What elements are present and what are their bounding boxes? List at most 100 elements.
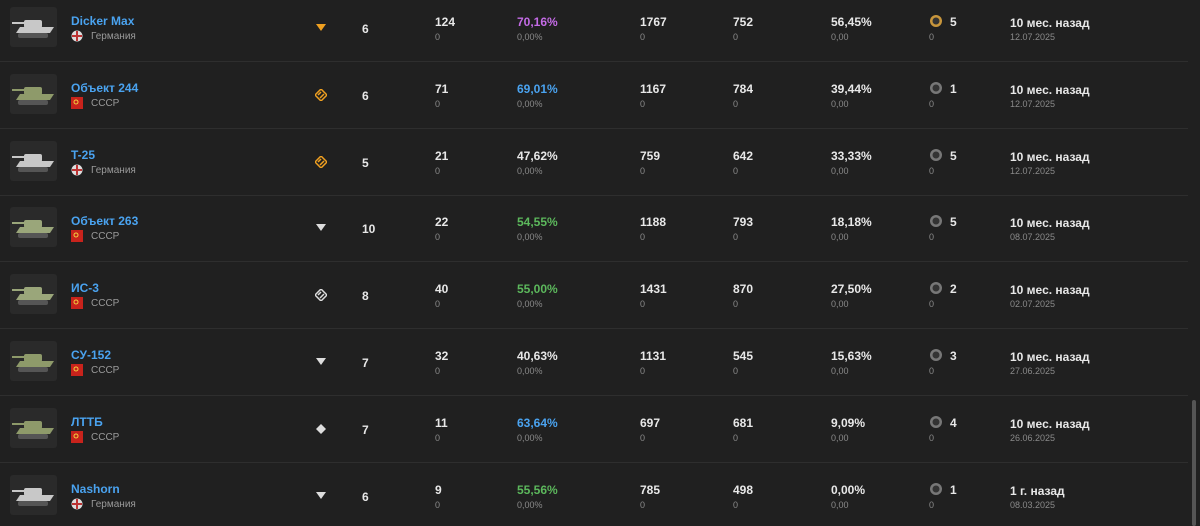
- experience: 784: [733, 81, 754, 96]
- winrate: 70,16%: [517, 15, 558, 29]
- damage-delta: 0: [640, 432, 646, 443]
- tier: 6: [362, 88, 369, 103]
- table-row: T-25 Германия 5 21 0 47,62% 0,00% 759 0 642 0 33,33…: [0, 129, 1188, 196]
- winrate-delta: 0,00%: [517, 432, 543, 443]
- class-icon: [316, 24, 326, 31]
- winrate: 63,64%: [517, 415, 558, 430]
- tank-name[interactable]: Nashorn: [71, 481, 120, 496]
- winrate-delta: 0,00%: [517, 232, 543, 243]
- mastery-badge: [930, 148, 942, 161]
- tank-silhouette: [12, 153, 54, 172]
- tank-image: [10, 207, 57, 248]
- survival: 15,63%: [831, 349, 872, 363]
- last-battle: 1 г. назад: [1010, 483, 1065, 498]
- last-battle-date: 12.07.2025: [1010, 32, 1056, 42]
- survival: 18,18%: [831, 215, 872, 230]
- mastery-badge: [930, 81, 942, 94]
- scrollbar[interactable]: [1192, 400, 1196, 526]
- survival: 9,09%: [831, 415, 866, 430]
- tank-silhouette: [12, 420, 54, 439]
- experience: 545: [733, 349, 754, 363]
- tank-name[interactable]: СУ-152: [71, 348, 111, 362]
- table-row: Nashorn Германия 6 9 0 55,56% 0,00% 785 0 498 0 0,0…: [0, 463, 1188, 526]
- survival: 33,33%: [831, 148, 872, 163]
- winrate-delta: 0,00%: [517, 32, 543, 42]
- last-battle-date: 08.03.2025: [1010, 499, 1056, 510]
- winrate: 69,01%: [517, 81, 558, 96]
- tank-image: [10, 274, 57, 315]
- survival-delta: 0,00: [831, 32, 849, 42]
- class-icon: [316, 358, 326, 365]
- last-battle: 10 мес. назад: [1010, 16, 1090, 30]
- tank-image: [10, 140, 57, 181]
- last-battle: 10 мес. назад: [1010, 416, 1090, 431]
- nation-flag: [71, 164, 83, 176]
- winrate-delta: 0,00%: [517, 165, 543, 176]
- damage: 785: [640, 482, 661, 497]
- experience: 752: [733, 15, 754, 29]
- battles-delta: 0: [435, 499, 441, 510]
- last-battle: 10 мес. назад: [1010, 149, 1090, 164]
- tier: 7: [362, 422, 369, 437]
- table-row: СУ-152 СССР 7 32 0 40,63% 0,00% 1131 0 545 0 15,63%…: [0, 329, 1188, 396]
- tank-name[interactable]: Объект 263: [71, 214, 139, 229]
- survival-delta: 0,00: [831, 232, 849, 243]
- nation-name: Германия: [91, 31, 136, 42]
- experience: 870: [733, 282, 754, 297]
- class-icon: [315, 88, 327, 101]
- tier: 8: [362, 289, 369, 304]
- tank-name[interactable]: ИС-3: [71, 281, 99, 296]
- battles-delta: 0: [435, 366, 441, 376]
- mastery-badge: [930, 415, 942, 428]
- mastery-delta: 0: [929, 299, 935, 310]
- winrate: 55,00%: [517, 282, 558, 297]
- survival-delta: 0,00: [831, 98, 849, 109]
- tier: 6: [362, 22, 369, 36]
- mastery-badge: [930, 482, 942, 495]
- tank-silhouette: [12, 220, 54, 239]
- battles-delta: 0: [435, 165, 441, 176]
- battles-delta: 0: [435, 32, 441, 42]
- mastery-delta: 0: [929, 432, 935, 443]
- tank-silhouette: [12, 354, 54, 372]
- damage: 1131: [640, 349, 667, 363]
- mastery-delta: 0: [929, 499, 935, 510]
- battles: 32: [435, 349, 449, 363]
- tank-name[interactable]: Dicker Max: [71, 14, 135, 28]
- winrate: 54,55%: [517, 215, 558, 230]
- nation-name: Германия: [91, 498, 136, 510]
- damage: 759: [640, 148, 661, 163]
- tank-name[interactable]: T-25: [71, 147, 96, 162]
- nation-name: СССР: [91, 431, 120, 443]
- experience-delta: 0: [733, 299, 739, 310]
- nation-flag: [71, 364, 83, 376]
- experience-delta: 0: [733, 432, 739, 443]
- mastery-badge: [930, 349, 942, 361]
- survival-delta: 0,00: [831, 432, 849, 443]
- mastery-badge: [930, 15, 942, 27]
- nation-name: СССР: [91, 365, 120, 376]
- tank-name[interactable]: Объект 244: [71, 80, 139, 95]
- battles-delta: 0: [435, 232, 441, 243]
- winrate-delta: 0,00%: [517, 366, 543, 376]
- survival: 56,45%: [831, 15, 872, 29]
- nation-flag: [71, 430, 83, 443]
- survival-delta: 0,00: [831, 366, 849, 376]
- nation-flag: [71, 498, 83, 510]
- tank-image: [10, 73, 57, 114]
- mastery-delta: 0: [929, 366, 935, 376]
- tank-name[interactable]: ЛТТБ: [71, 414, 103, 429]
- damage: 1188: [640, 215, 667, 230]
- battles: 11: [435, 415, 448, 430]
- class-icon: [316, 423, 326, 434]
- tier: 7: [362, 356, 369, 370]
- survival-delta: 0,00: [831, 299, 849, 310]
- last-battle-date: 26.06.2025: [1010, 432, 1056, 443]
- last-battle: 10 мес. назад: [1010, 82, 1090, 97]
- last-battle-date: 02.07.2025: [1010, 299, 1056, 310]
- class-icon: [315, 289, 327, 302]
- winrate-delta: 0,00%: [517, 499, 543, 510]
- mastery-delta: 0: [929, 165, 935, 176]
- winrate: 40,63%: [517, 349, 558, 363]
